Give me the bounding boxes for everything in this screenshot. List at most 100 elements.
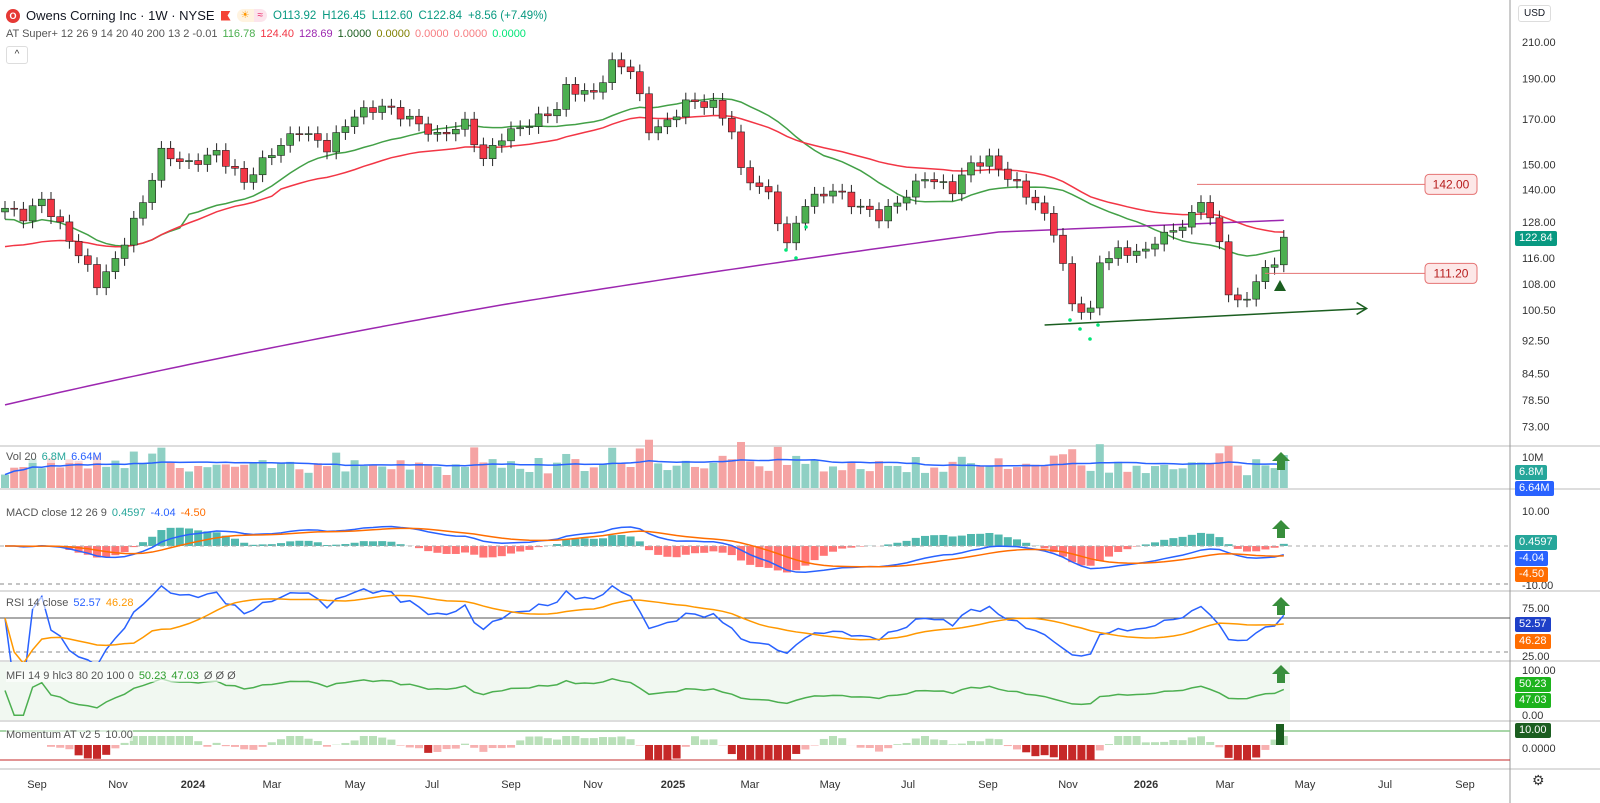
momentum-bar — [902, 742, 911, 745]
candle-body — [1169, 230, 1178, 233]
rsi-legend[interactable]: RSI 14 close 52.57 46.28 — [6, 597, 134, 609]
volume-bar — [1160, 464, 1169, 488]
momentum-bar — [967, 740, 975, 745]
momentum-bar — [148, 736, 157, 745]
volume-bar — [461, 466, 469, 488]
momentum-bar — [865, 745, 874, 749]
momentum-bar — [488, 745, 497, 749]
currency-button[interactable]: USD — [1518, 5, 1552, 22]
macd-hist-bar — [1243, 546, 1251, 552]
volume-bar — [525, 471, 534, 488]
momentum-legend[interactable]: Momentum AT v2 5 10.00 — [6, 729, 133, 741]
macd-hist-bar — [801, 546, 810, 566]
momentum-bar — [672, 745, 681, 759]
candle-body — [617, 59, 626, 68]
momentum-bar — [1261, 745, 1270, 750]
volume-bar — [203, 467, 212, 488]
macd-hist-bar — [930, 535, 939, 546]
momentum-bar — [1105, 744, 1113, 745]
momentum-bar — [378, 737, 387, 745]
settings-icon[interactable]: ⚙ — [1532, 772, 1545, 788]
momentum-bar — [175, 736, 184, 745]
volume-bar — [580, 471, 589, 488]
macd-hist-bar — [93, 546, 101, 558]
volume-bar — [1270, 468, 1279, 488]
candle-body — [1031, 196, 1040, 204]
candle-body — [718, 99, 727, 119]
session-pill[interactable]: ☀ ≈ — [236, 9, 268, 22]
collapse-button[interactable]: ^ — [6, 46, 28, 64]
candle-body — [258, 157, 267, 176]
volume-bar — [865, 471, 874, 488]
macd-hist-bar — [304, 540, 313, 546]
candle-body — [1270, 264, 1279, 268]
vol-legend[interactable]: Vol 20 6.8M 6.64M — [6, 451, 102, 463]
macd-hist-bar — [553, 544, 561, 546]
macd-hist-bar — [461, 546, 469, 553]
volume-bar — [534, 457, 543, 488]
volume-bar — [424, 465, 433, 488]
volume-bar — [286, 461, 295, 488]
momentum-bar — [83, 745, 92, 759]
level-box — [1424, 173, 1478, 195]
indicator-legend[interactable]: AT Super+ 12 26 9 14 20 40 200 13 2 -0.0… — [6, 28, 526, 40]
volume-bar — [157, 447, 166, 488]
mfi-signal-tag: 47.03 — [1515, 693, 1551, 708]
volume-bar — [1, 474, 9, 488]
macd-hist-bar — [589, 538, 598, 546]
macd-hist-bar — [148, 536, 157, 546]
momentum-bar — [433, 745, 442, 752]
candle-body — [507, 128, 515, 142]
candle-body — [967, 162, 975, 176]
volume-bar — [589, 467, 598, 488]
macd-hist-bar — [921, 535, 929, 546]
momentum-bar — [507, 745, 515, 748]
candle-body — [948, 181, 957, 195]
volume-bar — [120, 468, 129, 488]
candle-body — [516, 127, 525, 130]
candle-body — [359, 107, 368, 118]
momentum-bar — [497, 745, 506, 749]
momentum-bar — [875, 745, 883, 752]
macd-hist-bar — [645, 546, 653, 551]
candle-body — [525, 126, 534, 128]
candle-body — [451, 128, 460, 135]
momentum-bar — [571, 736, 580, 745]
macd-hist-bar — [1105, 546, 1113, 557]
volume-bar — [194, 465, 203, 488]
macd-hist-bar — [74, 546, 83, 553]
indicator-value: 0.0000 — [414, 28, 449, 40]
candle-body — [212, 150, 221, 156]
price-tick: 78.50 — [1522, 395, 1550, 407]
candle-body — [893, 202, 902, 207]
flag-icon[interactable] — [220, 10, 231, 21]
candle-body — [930, 179, 939, 183]
candle-body — [102, 271, 110, 289]
macd-hist-bar — [1151, 542, 1159, 546]
volume-bar — [240, 464, 249, 488]
macd-legend[interactable]: MACD close 12 26 9 0.4597 -4.04 -4.50 — [6, 507, 206, 519]
momentum-bar — [893, 744, 902, 745]
macd-hist-bar — [1224, 544, 1233, 546]
macd-hist-bar — [451, 546, 460, 554]
candle-body — [626, 66, 635, 73]
momentum-bar — [930, 739, 939, 745]
candle-body — [332, 132, 341, 153]
volume-bar — [1169, 469, 1178, 488]
macd-hist-bar — [507, 546, 515, 554]
momentum-bar — [111, 745, 120, 749]
volume-bar — [1068, 449, 1077, 488]
momentum-bar — [203, 745, 212, 747]
candle-body — [838, 190, 847, 193]
symbol-title[interactable]: Owens Corning Inc · 1W · NYSE — [26, 8, 215, 23]
mfi-legend[interactable]: MFI 14 9 hlc3 80 20 100 0 50.23 47.03 Ø Ø Ø — [6, 670, 236, 682]
macd-hist-bar — [129, 546, 138, 548]
candle-body — [746, 167, 755, 184]
candle-body — [1123, 247, 1132, 256]
momentum-bar — [645, 745, 653, 760]
macd-hist-bar — [626, 536, 635, 546]
candle-body — [819, 193, 828, 197]
momentum-bar — [231, 745, 239, 747]
macd-hist-bar — [948, 536, 957, 546]
